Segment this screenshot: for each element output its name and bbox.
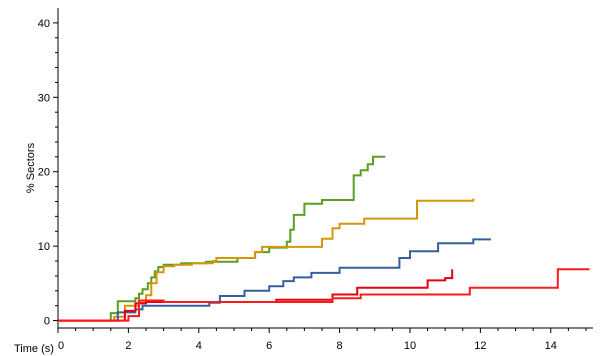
y-tick-label: 0 bbox=[44, 316, 50, 328]
axes: 0 10 20 30 40 0 2 4 6 8 10 12 14 bbox=[38, 8, 593, 352]
y-tick-label: 40 bbox=[38, 18, 50, 30]
x-tick-label: 0 bbox=[58, 340, 64, 352]
x-tick-label: 6 bbox=[266, 340, 272, 352]
x-tick-label: 4 bbox=[196, 340, 202, 352]
series-line-3 bbox=[58, 238, 491, 322]
x-tick-label: 2 bbox=[125, 340, 131, 352]
y-tick-label: 10 bbox=[38, 241, 50, 253]
x-tick-label: 14 bbox=[545, 340, 557, 352]
x-tick-label: 10 bbox=[404, 340, 416, 352]
series-line-5 bbox=[58, 268, 590, 322]
y-axis-label: % Sectors bbox=[25, 142, 37, 193]
x-tick-label: 8 bbox=[337, 340, 343, 352]
series-layer bbox=[58, 155, 590, 322]
x-axis-label: Time (s) bbox=[14, 343, 54, 355]
y-tick-label: 30 bbox=[38, 92, 50, 104]
series-line-1 bbox=[58, 155, 386, 322]
x-tick-label: 12 bbox=[474, 340, 486, 352]
y-tick-label: 20 bbox=[38, 167, 50, 179]
